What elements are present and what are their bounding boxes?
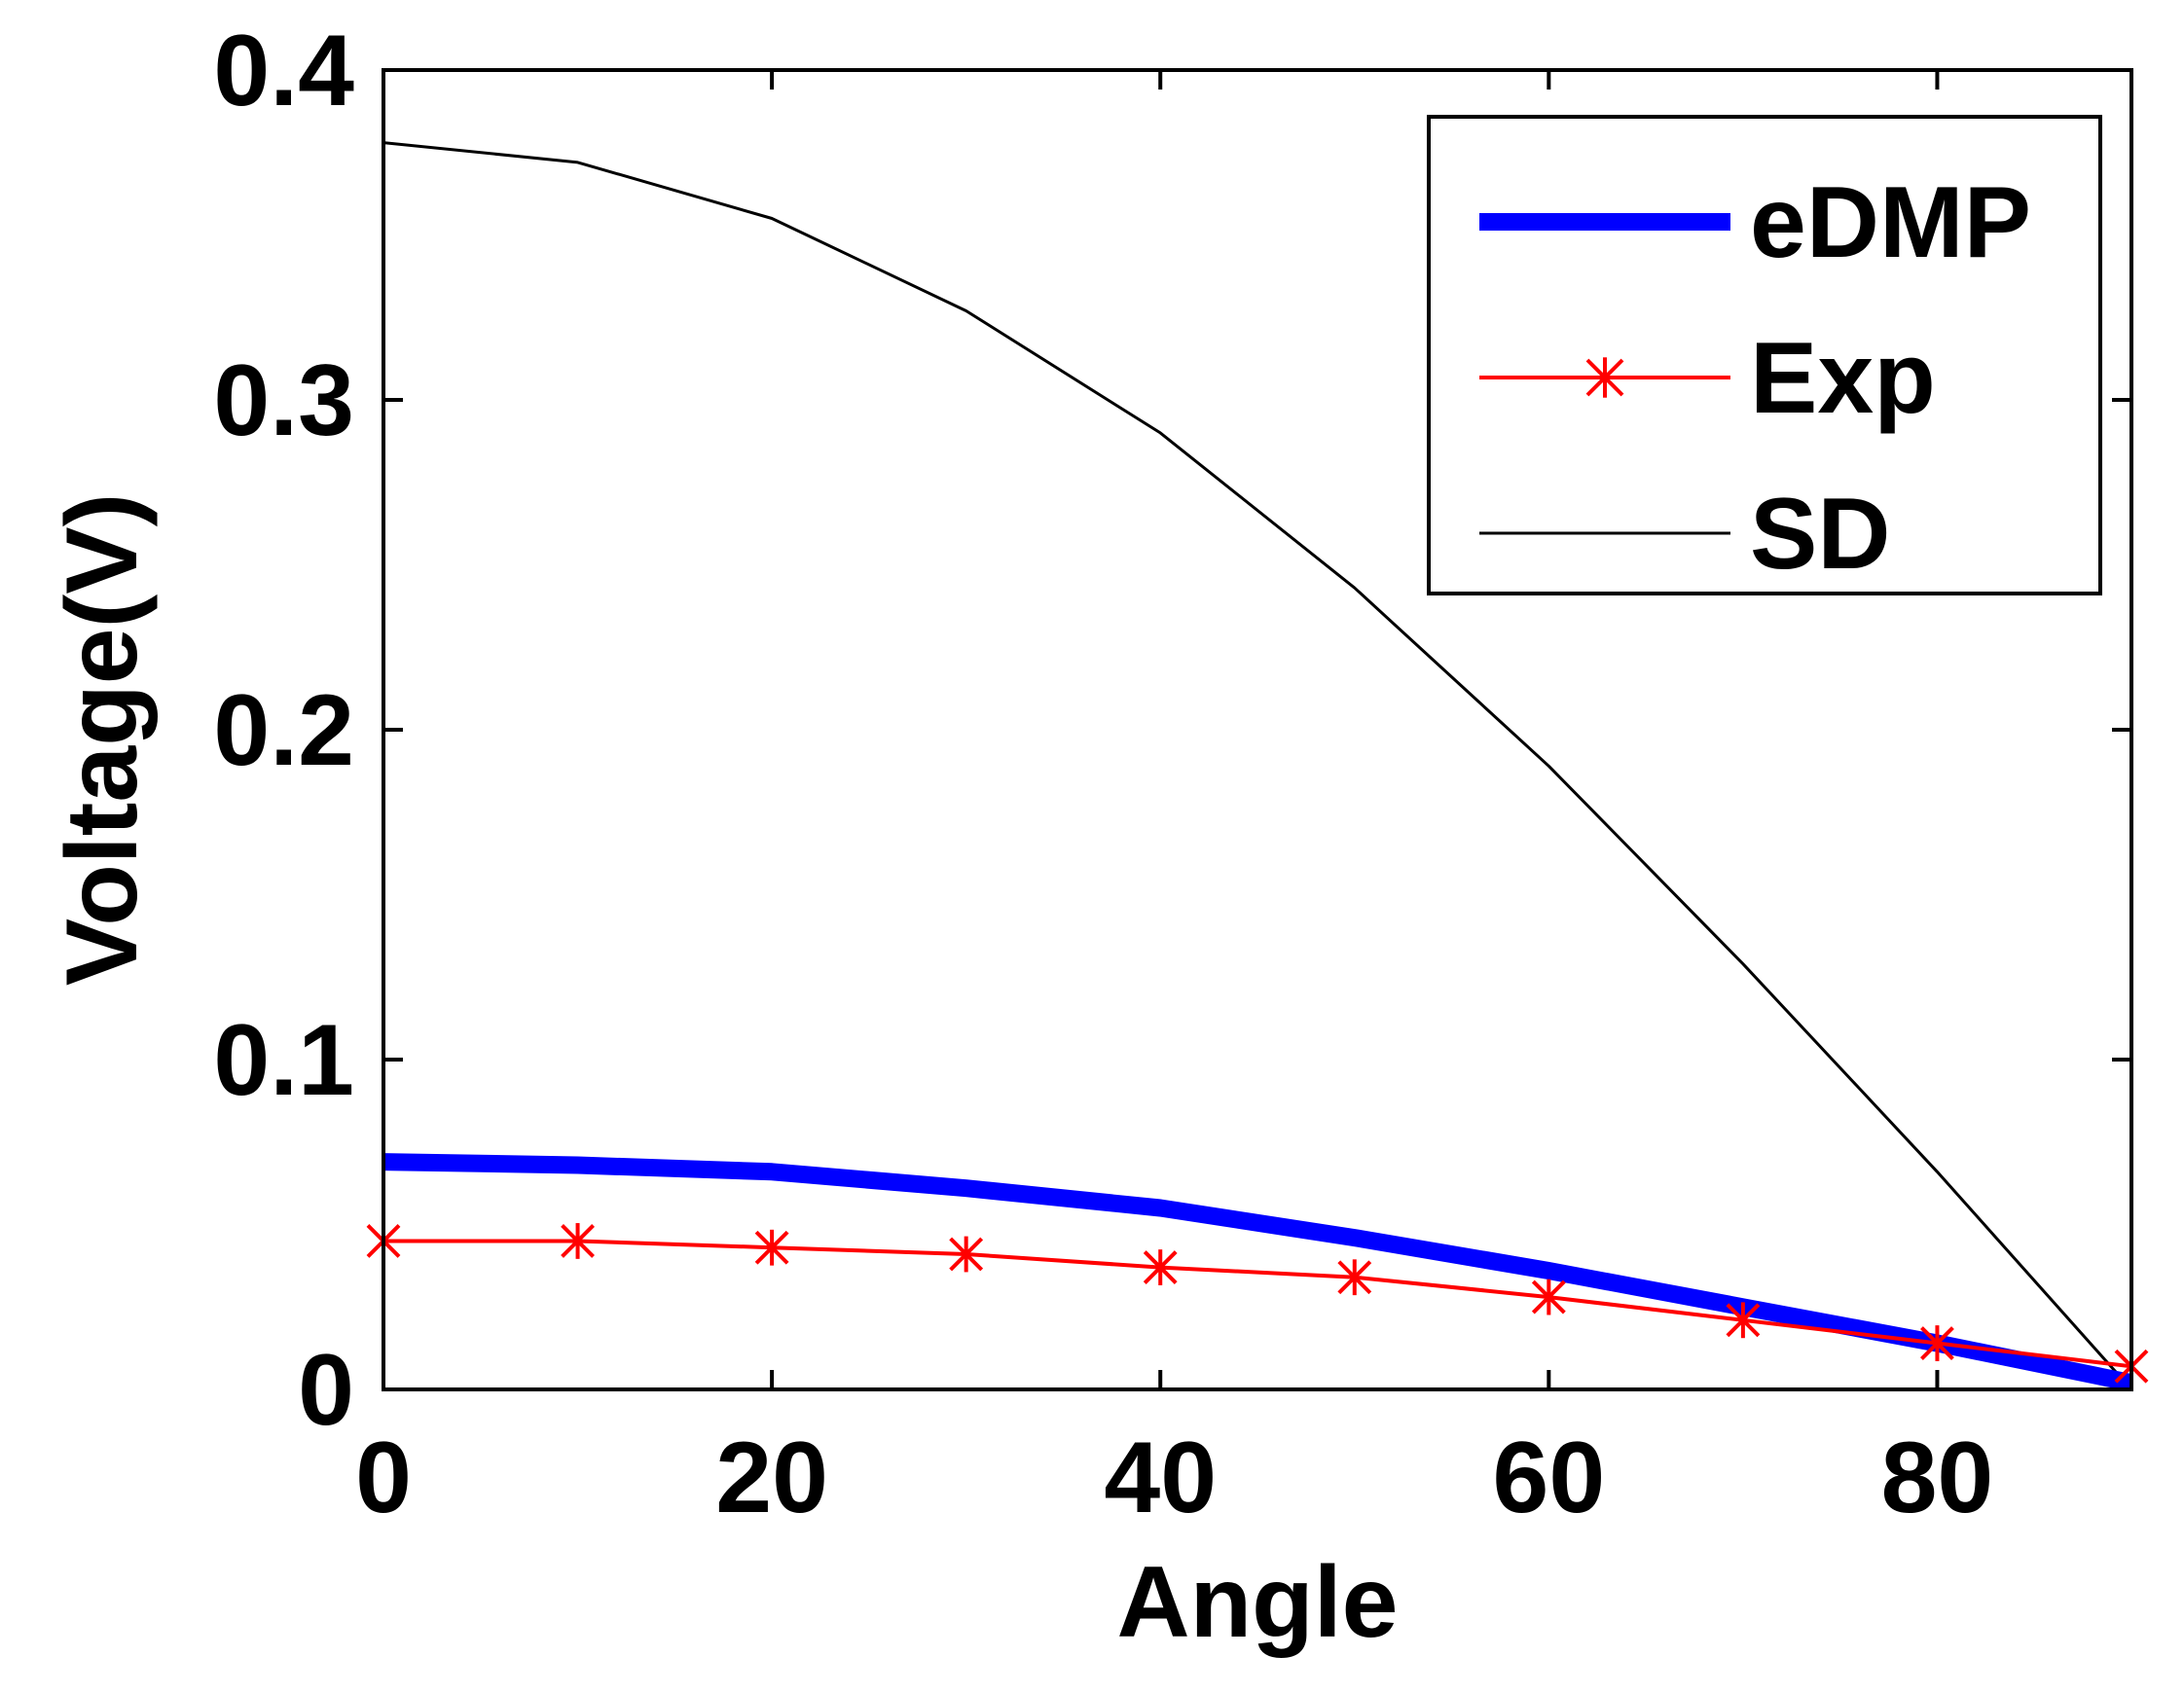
series-exp-point: [1143, 1249, 1178, 1285]
y-tick-label: 0.3: [213, 344, 354, 457]
x-tick-label: 20: [715, 1422, 828, 1534]
series-exp-point: [754, 1229, 789, 1266]
legend: eDMP Exp SD: [1427, 115, 2102, 595]
legend-box: [1427, 115, 2102, 595]
legend-label-exp: Exp: [1750, 322, 1936, 435]
legend-entry-sd: SD: [1479, 478, 1890, 591]
legend-entry-exp: Exp: [1479, 322, 1936, 435]
series-sd-line: [382, 141, 2133, 1390]
x-tick-label: 60: [1492, 1422, 1605, 1534]
y-tick-label: 0.1: [213, 1004, 354, 1117]
legend-marker-exp: [1585, 357, 1624, 398]
x-tick-label: 80: [1881, 1422, 1994, 1534]
legend-label-edmp: eDMP: [1750, 166, 2031, 279]
series-exp-point: [561, 1223, 595, 1259]
x-axis-title: Angle: [1117, 1546, 1399, 1659]
series-exp-point: [1531, 1279, 1566, 1315]
ticks-layer: 0 20 40 60 80 0 0.1 0.2 0.3 0.4: [213, 15, 2131, 1534]
legend-entry-edmp: eDMP: [1479, 166, 2031, 279]
legend-label-sd: SD: [1750, 478, 1890, 591]
legend-entries: eDMP Exp SD: [1479, 166, 2031, 591]
series-exp-line: [383, 1239, 2132, 1369]
series-layer: [366, 141, 2149, 1392]
y-axis-title: Voltage(V): [46, 493, 159, 987]
x-tick-label: 40: [1104, 1422, 1217, 1534]
series-exp-point: [1337, 1259, 1372, 1296]
series-exp-point: [949, 1236, 984, 1273]
series-edmp-line: [382, 1153, 2133, 1392]
x-tick-label: 0: [355, 1422, 412, 1534]
y-tick-label: 0.2: [213, 674, 354, 787]
series-exp-point: [1726, 1302, 1761, 1339]
y-tick-label: 0: [298, 1334, 354, 1447]
y-tick-label: 0.4: [213, 15, 354, 127]
series-exp-point: [1920, 1325, 1954, 1361]
